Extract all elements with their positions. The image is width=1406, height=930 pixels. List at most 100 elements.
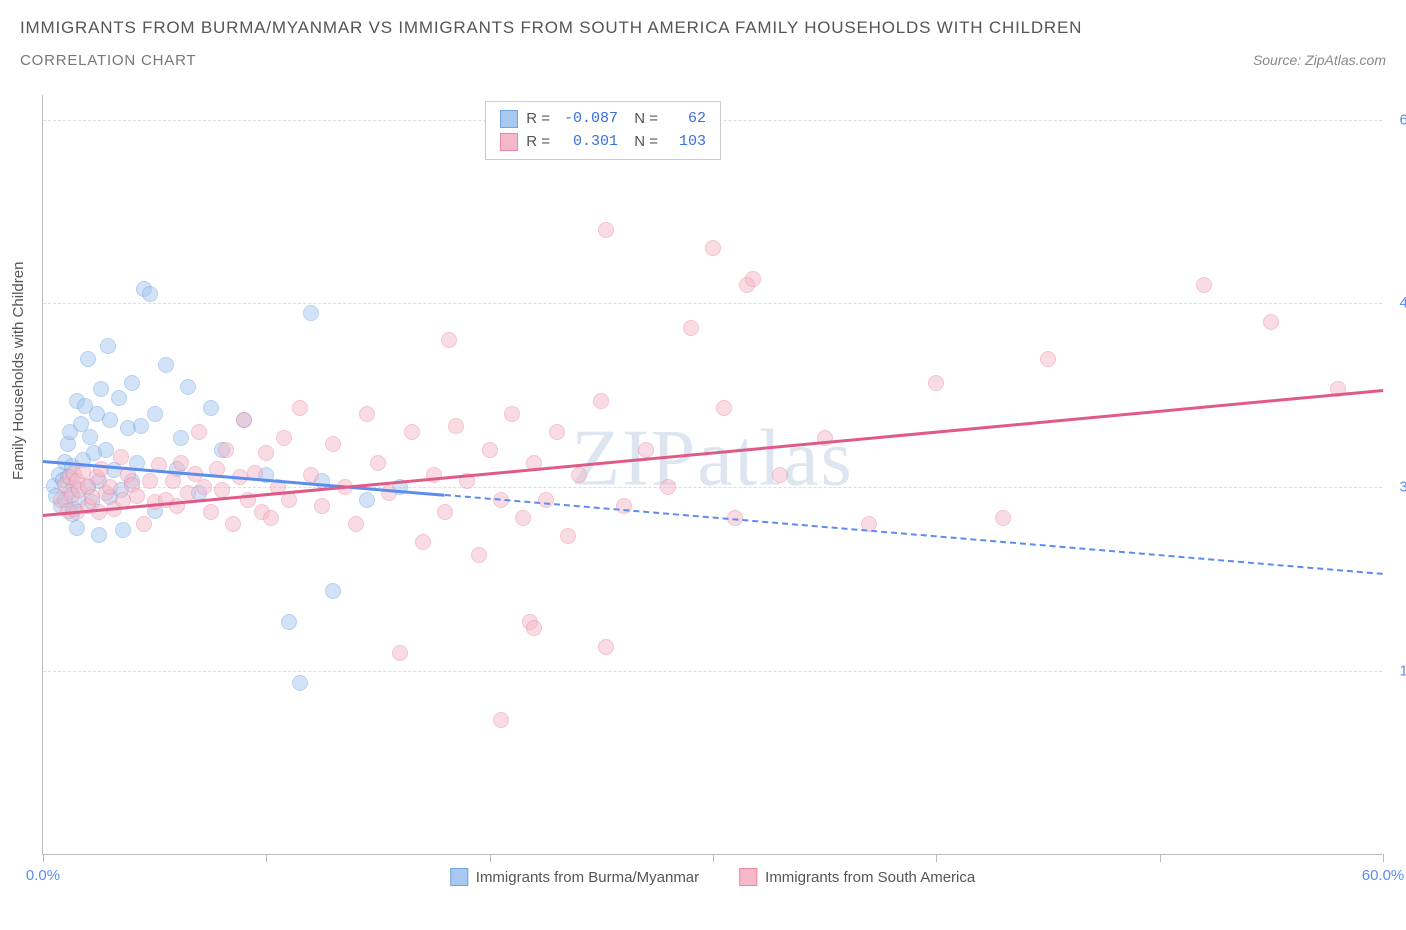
scatter-point — [142, 473, 158, 489]
legend-item: Immigrants from South America — [739, 868, 975, 886]
legend-swatch — [739, 868, 757, 886]
scatter-point — [102, 479, 118, 495]
scatter-point — [91, 527, 107, 543]
scatter-point — [236, 412, 252, 428]
scatter-point — [392, 645, 408, 661]
chart-header: IMMIGRANTS FROM BURMA/MYANMAR VS IMMIGRA… — [0, 0, 1406, 69]
legend-r-value: -0.087 — [558, 108, 618, 131]
legend-r-value: 0.301 — [558, 131, 618, 154]
legend-item: Immigrants from Burma/Myanmar — [450, 868, 699, 886]
scatter-point — [549, 424, 565, 440]
scatter-point — [515, 510, 531, 526]
scatter-point — [995, 510, 1011, 526]
scatter-point — [142, 286, 158, 302]
scatter-point — [538, 492, 554, 508]
scatter-point — [598, 639, 614, 655]
scatter-point — [683, 320, 699, 336]
scatter-point — [292, 400, 308, 416]
scatter-point — [303, 305, 319, 321]
scatter-point — [218, 442, 234, 458]
scatter-point — [303, 467, 319, 483]
scatter-point — [404, 424, 420, 440]
scatter-point — [292, 675, 308, 691]
scatter-point — [93, 381, 109, 397]
scatter-point — [124, 375, 140, 391]
scatter-point — [82, 429, 98, 445]
scatter-point — [359, 492, 375, 508]
y-tick-label: 60.0% — [1399, 111, 1406, 128]
scatter-point — [745, 271, 761, 287]
x-tick — [1160, 854, 1161, 862]
scatter-point — [437, 504, 453, 520]
legend-r-label: R = — [526, 108, 550, 131]
legend-swatch — [450, 868, 468, 886]
scatter-point — [314, 498, 330, 514]
scatter-point — [660, 479, 676, 495]
scatter-point — [448, 418, 464, 434]
scatter-point — [638, 442, 654, 458]
legend-swatch — [500, 133, 518, 151]
scatter-point — [560, 528, 576, 544]
gridline — [43, 671, 1382, 672]
y-tick-label: 30.0% — [1399, 479, 1406, 496]
scatter-point — [276, 430, 292, 446]
x-tick — [490, 854, 491, 862]
chart-title: IMMIGRANTS FROM BURMA/MYANMAR VS IMMIGRA… — [20, 18, 1386, 38]
scatter-point — [263, 510, 279, 526]
scatter-point — [180, 379, 196, 395]
x-tick — [936, 854, 937, 862]
scatter-point — [426, 467, 442, 483]
gridline — [43, 487, 1382, 488]
scatter-point — [115, 522, 131, 538]
scatter-point — [129, 488, 145, 504]
gridline — [43, 303, 1382, 304]
scatter-point — [1196, 277, 1212, 293]
scatter-point — [69, 520, 85, 536]
x-tick — [43, 854, 44, 862]
chart-source: Source: ZipAtlas.com — [1253, 52, 1386, 68]
legend-row: R = -0.087 N = 62 — [500, 108, 706, 131]
scatter-point — [113, 449, 129, 465]
scatter-point — [102, 412, 118, 428]
scatter-point — [98, 442, 114, 458]
watermark: ZIPatlas — [571, 414, 854, 505]
trend-line-dashed — [445, 494, 1383, 575]
scatter-point — [1263, 314, 1279, 330]
scatter-point — [258, 445, 274, 461]
scatter-point — [526, 620, 542, 636]
scatter-point — [441, 332, 457, 348]
scatter-point — [136, 516, 152, 532]
legend-n-label: N = — [626, 108, 658, 131]
scatter-point — [716, 400, 732, 416]
scatter-point — [225, 516, 241, 532]
scatter-point — [80, 351, 96, 367]
scatter-point — [598, 222, 614, 238]
scatter-point — [191, 424, 207, 440]
scatter-point — [214, 482, 230, 498]
correlation-legend: R = -0.087 N = 62R = 0.301 N = 103 — [485, 101, 721, 160]
x-tick-label: 0.0% — [26, 867, 60, 884]
scatter-point — [348, 516, 364, 532]
scatter-point — [705, 240, 721, 256]
scatter-point — [165, 473, 181, 489]
scatter-point — [593, 393, 609, 409]
scatter-point — [772, 467, 788, 483]
legend-n-label: N = — [626, 131, 658, 154]
scatter-point — [196, 479, 212, 495]
scatter-point — [133, 418, 149, 434]
scatter-point — [203, 504, 219, 520]
x-tick — [713, 854, 714, 862]
scatter-point — [203, 400, 219, 416]
scatter-point — [111, 390, 127, 406]
scatter-point — [928, 375, 944, 391]
scatter-point — [100, 338, 116, 354]
legend-label: Immigrants from South America — [765, 869, 975, 886]
scatter-point — [1040, 351, 1056, 367]
scatter-point — [158, 357, 174, 373]
legend-n-value: 103 — [666, 131, 706, 154]
y-tick-label: 45.0% — [1399, 295, 1406, 312]
legend-swatch — [500, 110, 518, 128]
legend-r-label: R = — [526, 131, 550, 154]
scatter-point — [359, 406, 375, 422]
scatter-point — [93, 461, 109, 477]
